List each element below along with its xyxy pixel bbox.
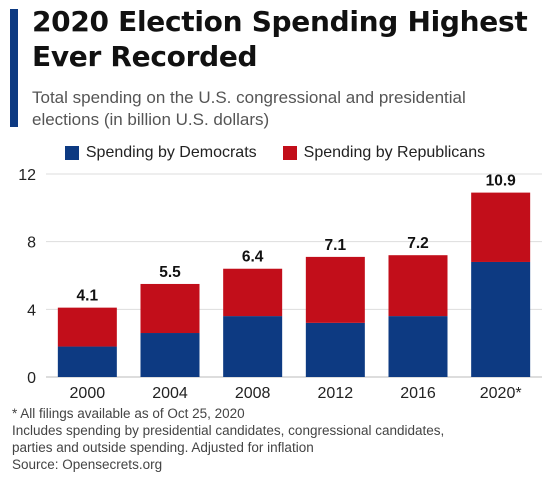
y-tick-label: 0 xyxy=(27,370,36,387)
x-tick-label: 2016 xyxy=(400,385,436,400)
legend-item-republicans: Spending by Republicans xyxy=(282,144,486,162)
bar-total-label: 6.4 xyxy=(242,249,264,266)
bar-total-label: 10.9 xyxy=(486,173,517,190)
bar-republicans xyxy=(57,307,117,347)
bar-republicans xyxy=(223,268,283,317)
chart-subtitle: Total spending on the U.S. congressional… xyxy=(32,87,544,131)
bar-democrats xyxy=(471,261,531,377)
bar-democrats xyxy=(223,316,283,377)
chart-subtitle-line-2: elections (in billion U.S. dollars) xyxy=(32,110,270,129)
x-tick-label: 2020* xyxy=(480,385,522,400)
footnote-source: Source: Opensecrets.org xyxy=(12,457,163,472)
bar-chart: 0 4 8 12 4.1 2000 5.5 2004 6.4 2008 7.1 2012 7.2 2016… xyxy=(18,167,542,400)
chart-title-line-2: Ever Recorded xyxy=(32,40,258,73)
legend-item-democrats: Spending by Democrats xyxy=(64,144,257,162)
legend-swatch-republicans xyxy=(282,146,297,160)
y-tick-label: 4 xyxy=(27,302,36,319)
y-tick-label: 8 xyxy=(27,235,36,252)
y-tick-label: 12 xyxy=(18,167,36,184)
chart-subtitle-line-1: Total spending on the U.S. congressional… xyxy=(32,88,466,107)
bar-democrats xyxy=(305,322,365,377)
footnote-asterisk: * All filings available as of Oct 25, 20… xyxy=(12,406,245,421)
footnote-includes-2: parties and outside spending. Adjusted f… xyxy=(12,440,314,455)
bar-total-label: 4.1 xyxy=(77,288,99,305)
legend-label-republicans: Spending by Republicans xyxy=(303,144,486,161)
bar-democrats xyxy=(57,346,117,377)
bar-total-label: 5.5 xyxy=(159,264,181,281)
bar-republicans xyxy=(471,192,531,262)
x-tick-label: 2004 xyxy=(152,385,188,400)
title-accent-bar xyxy=(10,9,18,127)
legend-swatch-democrats xyxy=(64,146,79,160)
legend-label-democrats: Spending by Democrats xyxy=(85,144,257,161)
footnote-includes-1: Includes spending by presidential candid… xyxy=(12,423,445,438)
bar-democrats xyxy=(140,333,200,377)
footnotes: * All filings available as of Oct 25, 20… xyxy=(12,405,542,473)
bar-total-label: 7.2 xyxy=(407,235,429,252)
chart-title: 2020 Election Spending Highest Ever Reco… xyxy=(32,4,544,74)
bar-republicans xyxy=(305,256,365,323)
bar-republicans xyxy=(388,255,448,317)
chart-legend: Spending by Democrats Spending by Republ… xyxy=(0,144,550,162)
chart-title-line-1: 2020 Election Spending Highest xyxy=(32,5,528,38)
x-tick-label: 2012 xyxy=(318,385,354,400)
bar-total-label: 7.1 xyxy=(325,237,347,254)
x-tick-label: 2000 xyxy=(70,385,106,400)
x-tick-label: 2008 xyxy=(235,385,271,400)
bar-republicans xyxy=(140,283,200,334)
bar-democrats xyxy=(388,316,448,377)
